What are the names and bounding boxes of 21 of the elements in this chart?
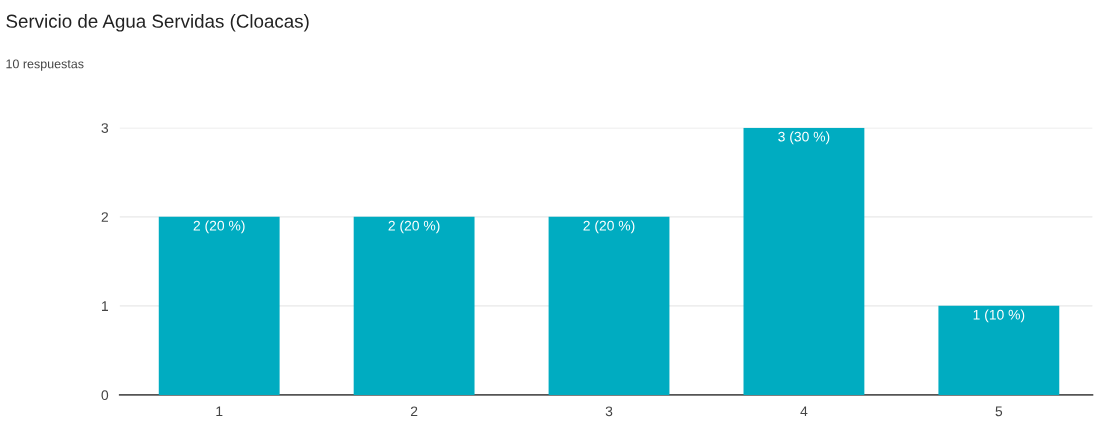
x-tick-label: 5	[995, 406, 1003, 417]
bar	[743, 127, 865, 395]
bar	[938, 305, 1060, 395]
data-label: 2 (20 %)	[193, 220, 245, 234]
y-tick-label: 2	[101, 212, 108, 222]
data-label: 3 (30 %)	[778, 131, 830, 145]
chart-title: Servicio de Agua Servidas (Cloacas)	[6, 14, 309, 32]
x-tick-label: 3	[605, 406, 613, 417]
bar	[353, 216, 475, 395]
x-tick-label: 1	[216, 406, 223, 417]
bar	[158, 216, 280, 395]
y-tick-label: 0	[101, 390, 109, 401]
y-tick-label: 3	[101, 123, 109, 133]
y-tick-label: 1	[102, 301, 108, 311]
chart-subtitle: 10 respuestas	[6, 59, 84, 71]
data-label: 2 (20 %)	[388, 220, 440, 234]
data-label: 2 (20 %)	[583, 220, 635, 234]
x-tick-label: 2	[410, 406, 418, 417]
x-tick-label: 4	[800, 406, 808, 417]
data-label: 1 (10 %)	[973, 309, 1025, 323]
bar	[548, 216, 670, 395]
